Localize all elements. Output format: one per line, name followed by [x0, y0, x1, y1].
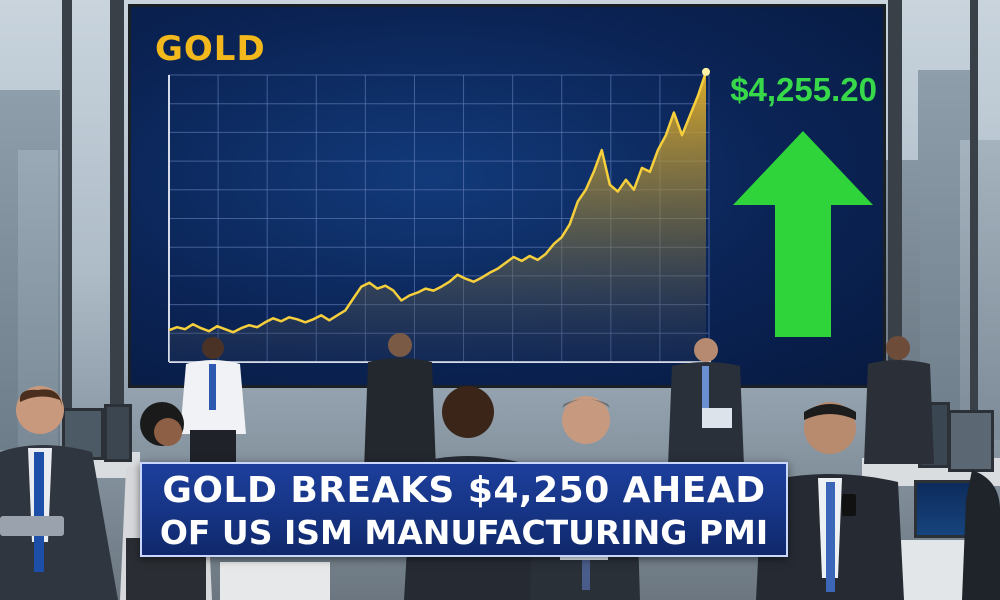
news-headline-banner: GOLD BREAKS $4,250 AHEAD OF US ISM MANUF… — [140, 462, 788, 557]
person-standing — [668, 338, 744, 466]
gold-price-chart — [168, 67, 873, 363]
latest-price-marker — [702, 67, 710, 76]
desk — [220, 562, 330, 600]
asset-title: GOLD — [155, 29, 266, 69]
window-mullion — [110, 0, 124, 430]
desk-monitor — [104, 404, 132, 462]
desk-monitor — [948, 410, 994, 472]
person-partial — [962, 470, 1000, 600]
person-with-tablet — [0, 386, 118, 600]
window-mullion — [970, 0, 978, 430]
window-mullion — [888, 0, 902, 430]
price-area-fill — [169, 71, 706, 363]
price-line — [168, 71, 708, 334]
person-standing — [864, 336, 934, 464]
window-mullion — [62, 0, 72, 430]
person-standing — [180, 337, 246, 464]
skyscraper — [960, 140, 1000, 440]
person-with-phone — [756, 402, 904, 600]
headline-line-1: GOLD BREAKS $4,250 AHEAD — [162, 470, 766, 511]
headline-line-2: OF US ISM MANUFACTURING PMI — [159, 513, 769, 552]
market-display-screen: GOLD $4,255.20 — [128, 4, 886, 388]
up-arrow-icon — [733, 131, 873, 337]
current-price: $4,255.20 — [730, 71, 877, 108]
person-standing — [364, 333, 436, 470]
